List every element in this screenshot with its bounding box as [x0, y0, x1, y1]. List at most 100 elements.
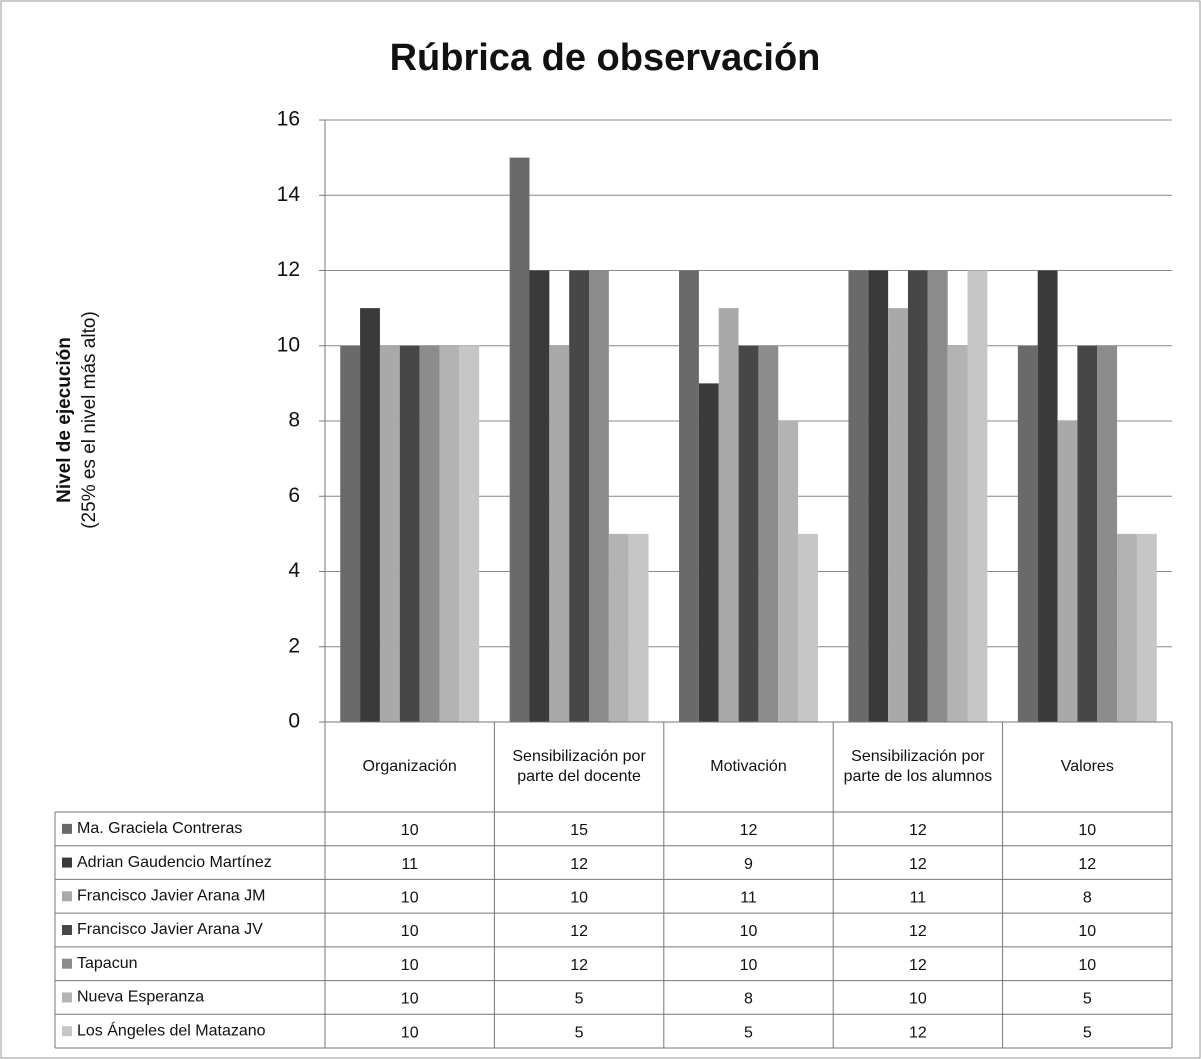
bar — [459, 345, 480, 722]
y-tick-label: 0 — [288, 710, 300, 733]
table-value: 15 — [570, 822, 588, 839]
bar — [848, 270, 869, 722]
y-tick-label: 8 — [288, 409, 300, 432]
bar — [1077, 345, 1098, 722]
table-value: 8 — [1083, 890, 1092, 907]
table-value: 12 — [909, 1024, 927, 1041]
legend-swatch — [62, 857, 72, 868]
table-value: 8 — [744, 991, 753, 1008]
table-value: 5 — [744, 1024, 753, 1041]
x-tick-label: Sensibilización por parte del docente — [512, 748, 646, 785]
bar — [967, 270, 988, 722]
legend-swatch — [62, 823, 72, 834]
table-value: 12 — [1078, 856, 1096, 873]
bar — [798, 533, 818, 722]
legend-swatch — [62, 925, 72, 935]
table-value: 12 — [740, 822, 758, 839]
x-tick-label: Valores — [1060, 758, 1114, 775]
legend-label: Francisco Javier Arana JV — [77, 921, 263, 938]
bar — [868, 270, 889, 722]
bar — [888, 308, 908, 722]
bar — [1117, 533, 1137, 722]
bar — [907, 270, 928, 722]
table-value: 10 — [401, 991, 419, 1008]
y-tick-label: 16 — [277, 108, 300, 131]
bar — [1017, 345, 1038, 722]
table-value: 12 — [909, 957, 927, 974]
y-tick-label: 12 — [277, 258, 300, 281]
bar — [718, 308, 739, 722]
table-value: 12 — [570, 856, 588, 873]
legend-swatch — [62, 891, 72, 902]
x-tick-label: Organización — [362, 758, 457, 775]
bar — [439, 345, 460, 722]
bar — [569, 270, 590, 722]
table-value: 10 — [401, 1024, 419, 1041]
bar — [399, 345, 420, 722]
legend-label: Adrian Gaudencio Martínez — [77, 854, 272, 871]
bar — [778, 421, 799, 722]
table-value: 11 — [401, 856, 418, 873]
y-tick-label: 4 — [288, 559, 300, 582]
legend-label: Nueva Esperanza — [77, 989, 204, 1006]
x-tick-label: Sensibilización por parte de los alumnos — [843, 748, 993, 785]
legend-swatch — [62, 958, 72, 969]
bar — [1057, 421, 1078, 722]
y-axis-sublabel: (25% es el nivel más alto) — [79, 311, 100, 529]
bar — [698, 383, 719, 722]
y-tick-label: 10 — [277, 333, 300, 356]
legend-swatch — [62, 992, 72, 1003]
bar — [340, 345, 361, 722]
y-tick-label: 2 — [288, 634, 300, 657]
bar — [549, 345, 570, 722]
table-value: 12 — [570, 923, 588, 940]
bar — [947, 345, 968, 722]
table-value: 5 — [575, 1024, 584, 1041]
table-value: 10 — [401, 957, 419, 974]
table-value: 11 — [740, 890, 757, 907]
legend-label: Los Ángeles del Matazano — [77, 1020, 266, 1039]
table-value: 10 — [909, 991, 927, 1008]
table-value: 10 — [740, 923, 758, 940]
table-value: 5 — [575, 991, 584, 1008]
table-value: 10 — [1078, 822, 1096, 839]
table-value: 12 — [570, 957, 588, 974]
bar — [509, 157, 530, 722]
table-value: 10 — [401, 822, 419, 839]
table-value: 12 — [909, 923, 927, 940]
bar — [628, 533, 649, 722]
table-value: 10 — [1078, 923, 1096, 940]
y-tick-label: 14 — [277, 183, 301, 206]
table-value: 10 — [1078, 957, 1096, 974]
table-value: 5 — [1083, 1024, 1092, 1041]
legend-swatch — [62, 1026, 72, 1037]
table-value: 10 — [401, 890, 419, 907]
bar — [1037, 270, 1058, 722]
bar — [1097, 345, 1118, 722]
y-axis-label: Nivel de ejecución — [54, 337, 75, 503]
bar — [738, 345, 759, 722]
bar — [360, 308, 380, 722]
table-value: 10 — [740, 957, 758, 974]
table-value: 10 — [401, 923, 419, 940]
legend-label: Francisco Javier Arana JM — [77, 888, 266, 905]
bar — [379, 345, 400, 722]
table-value: 9 — [744, 856, 753, 873]
y-tick-label: 6 — [288, 484, 300, 507]
bar — [758, 345, 779, 722]
x-tick-label: Motivación — [710, 758, 787, 775]
legend-label: Tapacun — [77, 955, 138, 972]
bar — [608, 533, 629, 722]
table-value: 12 — [909, 822, 927, 839]
legend-label: Ma. Graciela Contreras — [77, 820, 242, 837]
bar — [419, 345, 440, 722]
bar — [1136, 533, 1157, 722]
chart-title: Rúbrica de observación — [390, 37, 821, 79]
bar — [589, 270, 609, 722]
table-value: 5 — [1083, 991, 1092, 1008]
bar — [927, 270, 948, 722]
bar — [679, 270, 699, 722]
